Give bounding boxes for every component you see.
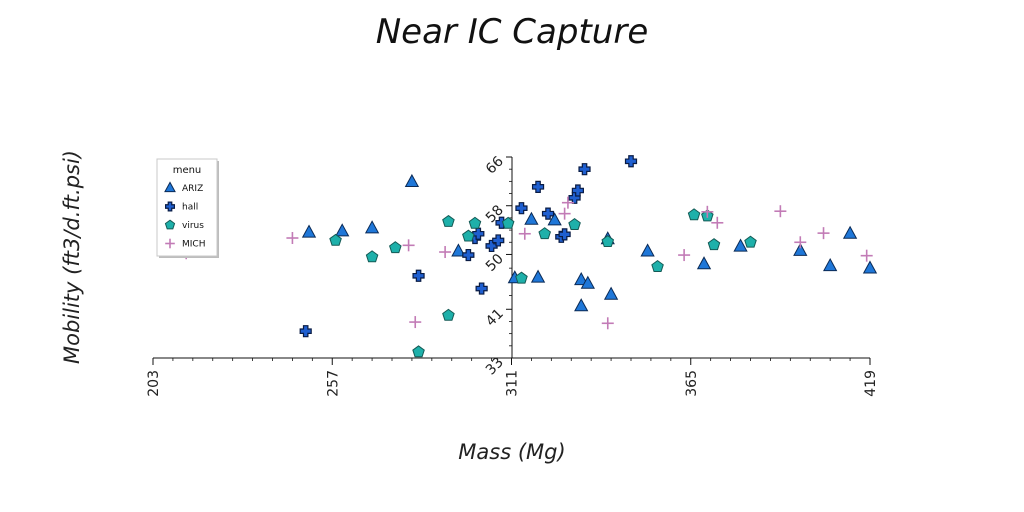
legend-marker-ariz (164, 181, 176, 193)
legend: menu ARIZ hall virus MICH (156, 158, 219, 258)
data-point (515, 202, 528, 215)
data-point (580, 275, 595, 289)
data-point (862, 260, 878, 274)
data-point (568, 217, 581, 230)
data-point (574, 271, 589, 286)
data-points (180, 155, 878, 358)
data-point (515, 271, 528, 284)
data-point (442, 214, 455, 227)
legend-title: menu (173, 165, 202, 176)
y-axis-label: Mobility (ft3/d.ft.psi) (60, 150, 84, 364)
data-point (451, 243, 466, 257)
y-tick-label: 66 (483, 153, 507, 177)
data-point (335, 223, 350, 237)
data-point (558, 228, 571, 241)
legend-marker-hall (165, 201, 175, 212)
data-point (301, 224, 317, 238)
data-point (707, 238, 721, 251)
data-point (774, 205, 787, 218)
data-point (442, 308, 455, 321)
data-point (651, 260, 664, 272)
data-point (678, 249, 691, 262)
data-point (817, 227, 830, 240)
data-point (794, 236, 807, 249)
x-axis-label: Mass (Mg) (458, 440, 565, 464)
data-point (687, 208, 701, 221)
data-point (364, 220, 380, 234)
chart-title: Near IC Capture (376, 12, 648, 52)
data-point (711, 216, 724, 229)
data-point (842, 225, 858, 239)
data-point (574, 298, 589, 312)
data-point (389, 241, 402, 254)
data-point (571, 184, 584, 197)
x-tick-label: 311 (505, 370, 521, 397)
y-tick-label: 41 (483, 306, 507, 330)
legend-marker-mich (165, 238, 175, 249)
data-point (365, 250, 379, 263)
legend-label-ariz: ARIZ (182, 184, 203, 194)
data-point (531, 180, 545, 193)
x-tick-label: 203 (146, 370, 162, 397)
legend-marker-virus (164, 219, 176, 230)
data-point (733, 238, 748, 252)
data-point (475, 282, 488, 295)
legend-label-mich: MICH (182, 240, 205, 250)
data-point (518, 227, 531, 240)
data-point (412, 269, 425, 282)
data-point (561, 196, 574, 209)
y-tick-label: 50 (483, 251, 507, 275)
data-point (640, 243, 655, 257)
data-point (793, 242, 808, 256)
data-point (462, 248, 475, 262)
data-point (603, 286, 619, 300)
series-hall (299, 155, 638, 338)
x-tick-label: 365 (684, 370, 700, 397)
series-virus (329, 208, 757, 358)
data-point (601, 235, 615, 248)
data-point (701, 205, 714, 218)
data-point (468, 216, 482, 229)
data-point (409, 316, 422, 329)
data-point (501, 216, 515, 229)
series-mich (180, 196, 873, 330)
data-point (286, 232, 299, 245)
data-point (329, 233, 342, 246)
data-point (404, 173, 420, 188)
data-point (492, 234, 505, 247)
legend-label-hall: hall (182, 203, 198, 213)
data-point (744, 235, 757, 248)
legend-label-virus: virus (182, 221, 204, 231)
x-tick-label: 257 (325, 370, 341, 397)
data-point (558, 207, 571, 220)
data-point (601, 317, 614, 330)
data-point (547, 212, 562, 226)
data-point (541, 207, 555, 220)
data-point (524, 211, 539, 225)
data-point (439, 246, 452, 259)
data-point (624, 155, 638, 168)
x-tick-label: 419 (863, 370, 879, 397)
data-point (578, 163, 591, 176)
data-point (299, 325, 312, 338)
data-point (860, 249, 873, 262)
data-point (530, 269, 546, 283)
data-point (412, 345, 425, 358)
data-point (696, 256, 712, 270)
data-point (823, 257, 838, 272)
data-point (462, 229, 475, 242)
data-point (402, 239, 415, 252)
data-point (485, 239, 498, 253)
data-point (472, 227, 485, 240)
data-point (538, 227, 551, 240)
series-ariz (301, 173, 878, 312)
